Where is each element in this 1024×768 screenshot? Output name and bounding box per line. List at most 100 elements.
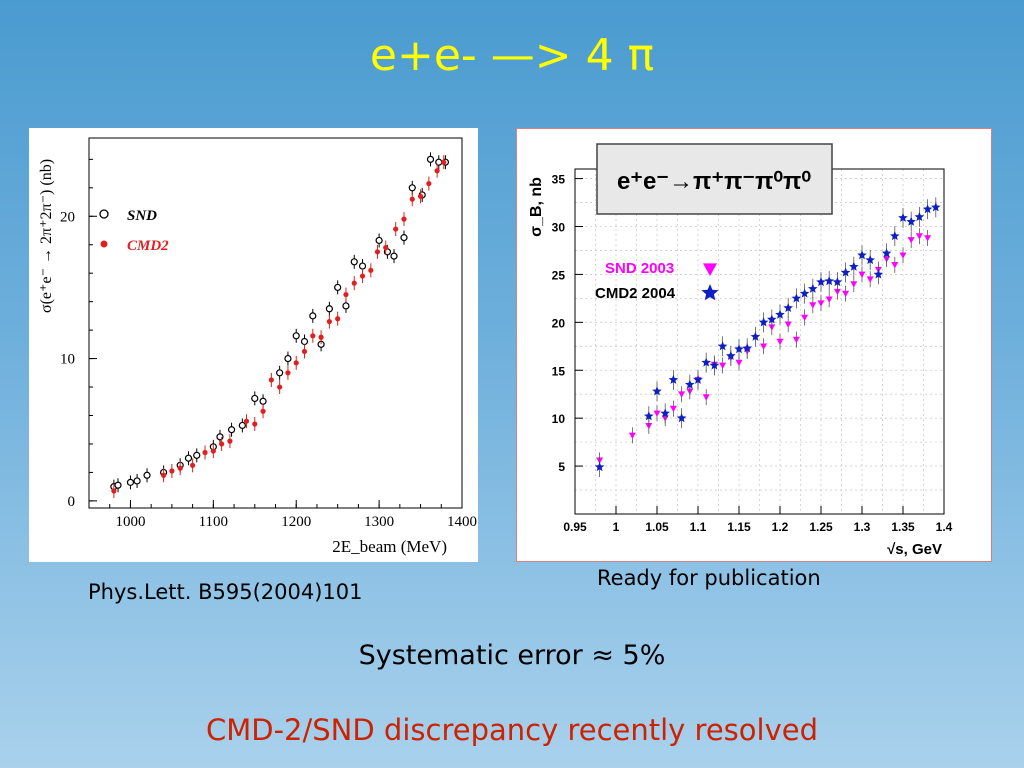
cmd2-point	[268, 377, 274, 383]
left-x-tick-label: 1200	[281, 514, 311, 530]
cmd2-2004-point	[832, 277, 843, 287]
snd2003-point	[776, 338, 784, 345]
snd-point	[284, 354, 292, 363]
legend-cmd2-2004-label: CMD2 2004	[595, 285, 676, 302]
cmd2-2004-point	[881, 248, 892, 258]
snd2003-point	[825, 296, 833, 303]
cmd2-2004-point	[717, 341, 728, 351]
right-x-tick-label: 1.3	[854, 520, 871, 534]
left-x-tick-label: 1300	[364, 514, 394, 530]
snd-point	[342, 302, 350, 310]
cmd2-point	[368, 267, 374, 273]
cmd2-point	[111, 488, 117, 494]
snd-point	[259, 397, 267, 405]
right-x-tick-label: 1.25	[809, 520, 833, 534]
discrepancy-note: CMD-2/SND discrepancy recently resolved	[205, 713, 819, 747]
cmd2-2004-point	[931, 202, 941, 212]
snd-point	[375, 236, 383, 245]
cmd2-2004-point	[808, 283, 818, 293]
right-chart: 0.95 1 1.05 1.1 1.15 1.2 1.25 1.3 1.35 1.4 5 10 15 20…	[528, 143, 953, 558]
snd2003-point	[801, 314, 809, 322]
snd-point	[325, 305, 333, 313]
cmd2-point	[243, 418, 250, 424]
snd-point	[358, 262, 367, 270]
cmd2-point	[227, 438, 233, 444]
cmd2-point	[335, 316, 341, 322]
cmd2-point	[434, 168, 440, 174]
snd-point	[126, 478, 135, 486]
cmd2-2004-point	[857, 250, 867, 260]
cmd2-point	[343, 291, 349, 298]
left-x-tick-label: 1100	[199, 514, 228, 530]
cmd2-point	[301, 348, 308, 355]
left-y-axis-label: σ(e⁺e⁻ → 2π⁺2π⁻) (nb)	[38, 159, 55, 313]
snd-point	[184, 454, 193, 462]
left-chart-reference: Phys.Lett. B595(2004)101	[88, 580, 363, 604]
left-x-tick-label: 1400	[447, 514, 477, 530]
cmd2-point	[202, 449, 208, 456]
right-y-tick-label: 5	[558, 460, 565, 474]
snd-point	[309, 312, 317, 320]
snd-point	[143, 471, 151, 479]
right-y-tick-label: 10	[552, 412, 566, 426]
snd2003-point	[915, 233, 923, 240]
snd2003-point	[735, 359, 743, 367]
right-title-box	[596, 143, 833, 215]
cmd2-2004-point	[898, 212, 908, 222]
cmd2-2004-point	[734, 344, 744, 354]
cmd2-point	[318, 334, 324, 340]
cmd2-point	[383, 244, 389, 251]
right-x-axis-label: √s, GeV	[887, 541, 942, 558]
cmd2-2004-point	[906, 216, 916, 226]
snd2003-point	[842, 290, 850, 298]
snd2003-point	[784, 321, 792, 328]
snd2003-point	[653, 410, 661, 417]
cmd2-2004-point	[890, 231, 900, 241]
cmd2-point	[417, 193, 424, 199]
left-y-tick-label: 20	[60, 209, 75, 225]
legend-snd-label: SND	[127, 208, 157, 224]
snd2003-point	[702, 394, 710, 401]
snd-point	[238, 421, 246, 430]
right-x-tick-label: 1.35	[891, 520, 915, 534]
snd2003-point	[858, 271, 866, 278]
cmd2-point	[252, 421, 258, 427]
right-chart-status: Ready for publication	[597, 566, 821, 590]
right-x-tick-label: 0.95	[563, 520, 587, 534]
left-y-tick-label: 10	[60, 352, 75, 368]
right-x-tick-label: 1	[613, 520, 620, 534]
right-y-tick-label: 30	[552, 221, 566, 235]
cmd2-point	[409, 196, 415, 202]
cmd2-2004-point	[914, 211, 925, 221]
snd-point	[300, 337, 309, 346]
cmd2-point	[177, 465, 183, 471]
cmd2-2004-point	[767, 314, 777, 324]
snd2003-point	[891, 262, 899, 269]
snd-point	[251, 394, 259, 403]
snd2003-point	[866, 276, 874, 283]
cmd2-point	[359, 273, 366, 279]
cmd2-2004-point	[685, 379, 695, 389]
cmd2-2004-point	[709, 360, 720, 370]
right-chart-panel: 0.95 1 1.05 1.1 1.15 1.2 1.25 1.3 1.35 1.4 5 10 15 20…	[516, 128, 992, 562]
right-chart-title: e⁺e⁻→π⁺π⁻π⁰π⁰	[617, 168, 811, 195]
snd2003-point	[817, 300, 825, 307]
cmd2-2004-point	[840, 267, 851, 277]
cmd2-point	[260, 408, 266, 414]
cmd2-point	[285, 370, 291, 376]
snd2003-point	[809, 302, 817, 309]
snd2003-point	[907, 237, 915, 244]
cmd2-point	[210, 448, 216, 454]
systematic-error-text: Systematic error ≈ 5%	[358, 640, 666, 671]
cmd2-2004-point	[865, 255, 875, 265]
snd-point	[408, 184, 416, 192]
cmd2-2004-point	[849, 261, 859, 271]
cmd2-point	[441, 159, 447, 165]
legend-cmd2-label: CMD2	[127, 238, 169, 254]
cmd2-2004-point	[873, 269, 884, 279]
cmd2-point	[351, 280, 357, 286]
cmd2-point	[393, 226, 399, 232]
left-x-axis-label: 2E_beam (MeV)	[332, 537, 447, 556]
right-y-tick-label: 15	[552, 364, 566, 378]
right-x-tick-label: 1.05	[645, 520, 669, 534]
